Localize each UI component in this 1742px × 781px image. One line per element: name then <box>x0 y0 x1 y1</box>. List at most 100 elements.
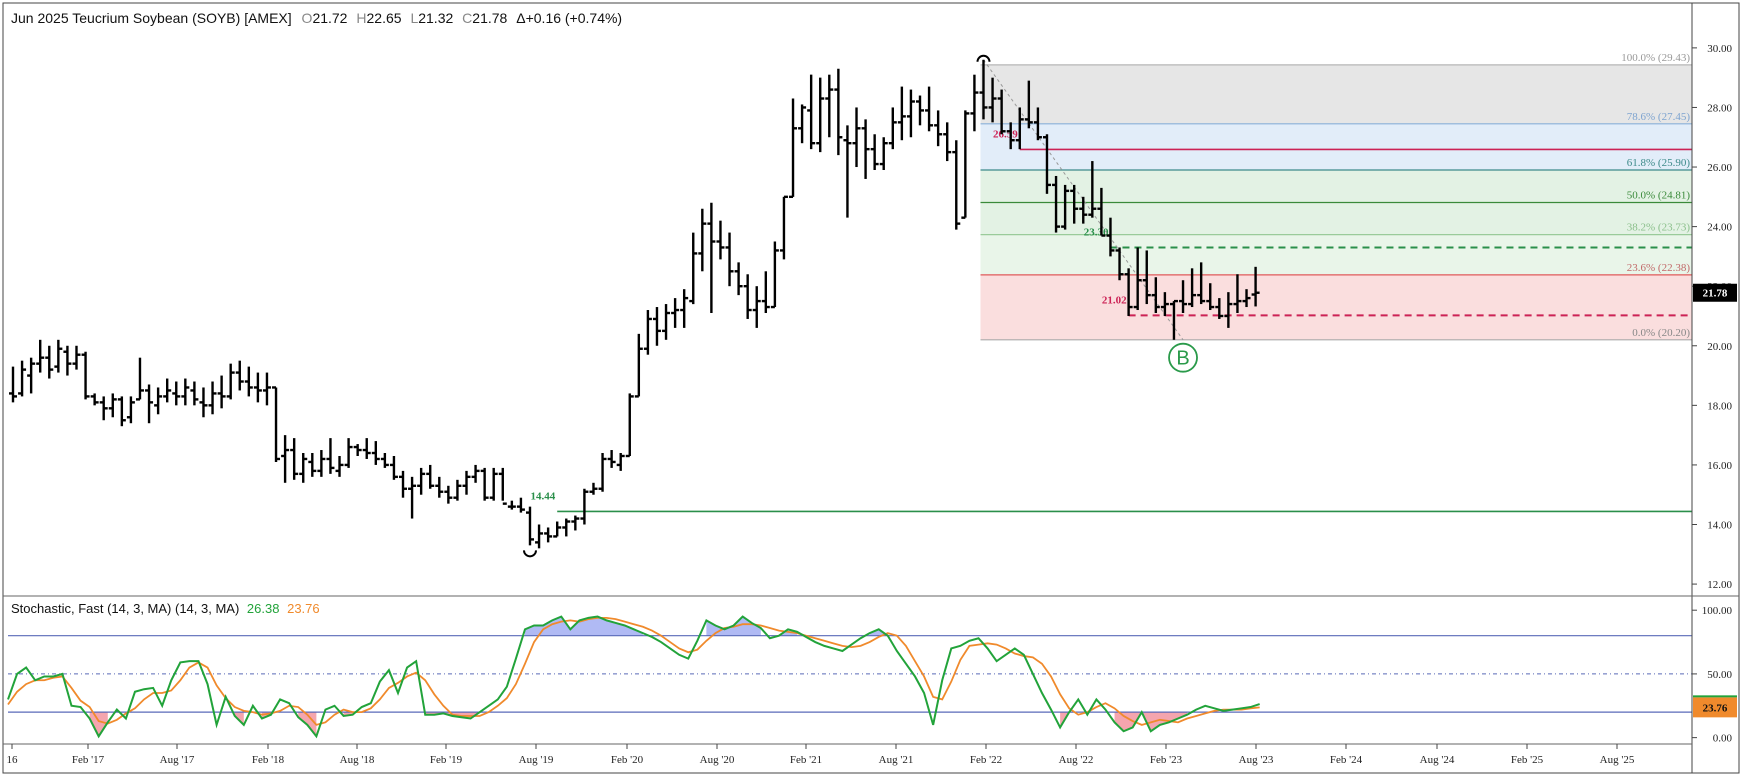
price-bar <box>290 438 299 480</box>
x-tick-label: Aug '17 <box>160 754 195 766</box>
price-bar <box>879 137 888 171</box>
price-bar <box>135 357 144 401</box>
fibonacci-retracement: 100.0% (29.43) 78.6% (27.45) 61.8% (25.90)… <box>980 52 1692 341</box>
price-bar <box>426 464 435 489</box>
annotation-label: 14.44 <box>530 490 555 502</box>
price-bar <box>680 289 689 328</box>
price-bar <box>344 438 353 468</box>
x-tick-label: Feb '22 <box>970 754 1002 766</box>
x-tick-label: Aug '20 <box>700 754 735 766</box>
price-bar <box>906 89 915 138</box>
price-bar <box>652 307 661 346</box>
pattern-marker-label: B <box>1176 348 1189 370</box>
change-value: Δ+0.16 (+0.74%) <box>516 10 622 26</box>
stoch-slow-value: 23.76 <box>287 601 320 616</box>
fib-level-label: 0.0% (20.20) <box>1632 327 1690 339</box>
price-bar <box>1215 298 1224 319</box>
x-tick-label: Feb '25 <box>1511 754 1544 766</box>
price-bar <box>1224 292 1233 328</box>
price-bar <box>281 435 290 483</box>
price-bar <box>498 467 507 505</box>
price-bar <box>1052 175 1061 233</box>
price-bar <box>1151 277 1160 313</box>
y-tick-label: 30.00 <box>1707 43 1732 55</box>
close-label: C <box>462 10 472 26</box>
price-bar <box>634 333 643 398</box>
price-bar <box>825 74 834 138</box>
price-bar <box>244 366 253 397</box>
price-bar <box>870 134 879 171</box>
price-bar <box>1197 262 1206 305</box>
fib-level-label: 38.2% (23.73) <box>1627 222 1691 234</box>
price-bar <box>1079 196 1088 224</box>
price-bar <box>1142 250 1151 305</box>
stoch-slow-line <box>7 616 1260 726</box>
price-bar <box>435 476 444 498</box>
price-bar <box>725 232 734 287</box>
price-bar <box>743 274 752 319</box>
price-bar <box>145 384 154 424</box>
y-tick-label: 16.00 <box>1707 460 1732 472</box>
price-bar <box>1006 122 1015 150</box>
price-bar <box>580 488 589 525</box>
price-bar <box>108 393 117 418</box>
price-bar <box>226 363 235 400</box>
price-bar <box>589 482 598 495</box>
last-price-tag <box>1693 283 1737 302</box>
price-bar <box>199 387 208 418</box>
price-bar <box>308 453 317 477</box>
price-bar <box>916 95 924 126</box>
price-bar <box>598 453 607 492</box>
x-tick-label: Feb '23 <box>1150 754 1183 766</box>
price-bar <box>752 286 761 328</box>
price-bar <box>1042 134 1051 194</box>
price-bar <box>126 396 135 424</box>
price-bar <box>562 518 571 537</box>
x-tick-label: Aug '22 <box>1059 754 1094 766</box>
price-bar <box>934 110 943 147</box>
oversold-fill <box>89 712 108 737</box>
stoch-fast-line <box>7 615 1260 739</box>
fib-zone <box>980 170 1692 203</box>
price-bar <box>807 74 816 150</box>
x-tick-label: Feb '20 <box>611 754 644 766</box>
y-tick-label: 18.00 <box>1707 400 1732 412</box>
x-tick-label: Aug '24 <box>1420 754 1455 766</box>
price-bar <box>389 455 398 480</box>
low-value: 21.32 <box>418 10 453 26</box>
fib-zone <box>980 234 1692 275</box>
price-bar <box>734 262 743 296</box>
price-bar <box>399 470 408 498</box>
price-bar <box>861 119 870 179</box>
price-bar <box>952 140 961 230</box>
price-bar <box>408 476 417 519</box>
stoch-title: Stochastic, Fast (14, 3, MA) (14, 3, MA) <box>11 601 239 616</box>
pattern-marker-circle <box>1168 342 1198 373</box>
price-bar <box>843 125 852 218</box>
price-bar <box>1251 266 1260 307</box>
price-bar <box>616 453 625 471</box>
price-bar <box>1242 289 1251 308</box>
low-label: L <box>410 10 418 26</box>
symbol-title: Jun 2025 Teucrium Soybean (SOYB) [AMEX] <box>11 10 292 26</box>
price-bar <box>834 68 843 156</box>
price-bar <box>208 381 217 415</box>
price-bar <box>353 444 362 456</box>
price-bar <box>1160 292 1169 316</box>
price-bar <box>689 232 698 305</box>
price-bar <box>1088 161 1097 218</box>
price-bar <box>544 527 553 543</box>
x-tick-label: Aug '25 <box>1600 754 1635 766</box>
fib-level-label: 50.0% (24.81) <box>1627 189 1691 201</box>
y-tick-label: 20.00 <box>1707 341 1732 353</box>
price-bar <box>63 345 72 376</box>
stoch-fast-tag <box>1693 695 1737 698</box>
price-bar <box>970 74 979 132</box>
price-bar <box>335 455 344 477</box>
price-bar <box>81 351 90 400</box>
price-bar <box>643 310 652 355</box>
price-bar <box>988 77 997 123</box>
stoch-legend: Stochastic, Fast (14, 3, MA) (14, 3, MA)… <box>11 601 320 616</box>
